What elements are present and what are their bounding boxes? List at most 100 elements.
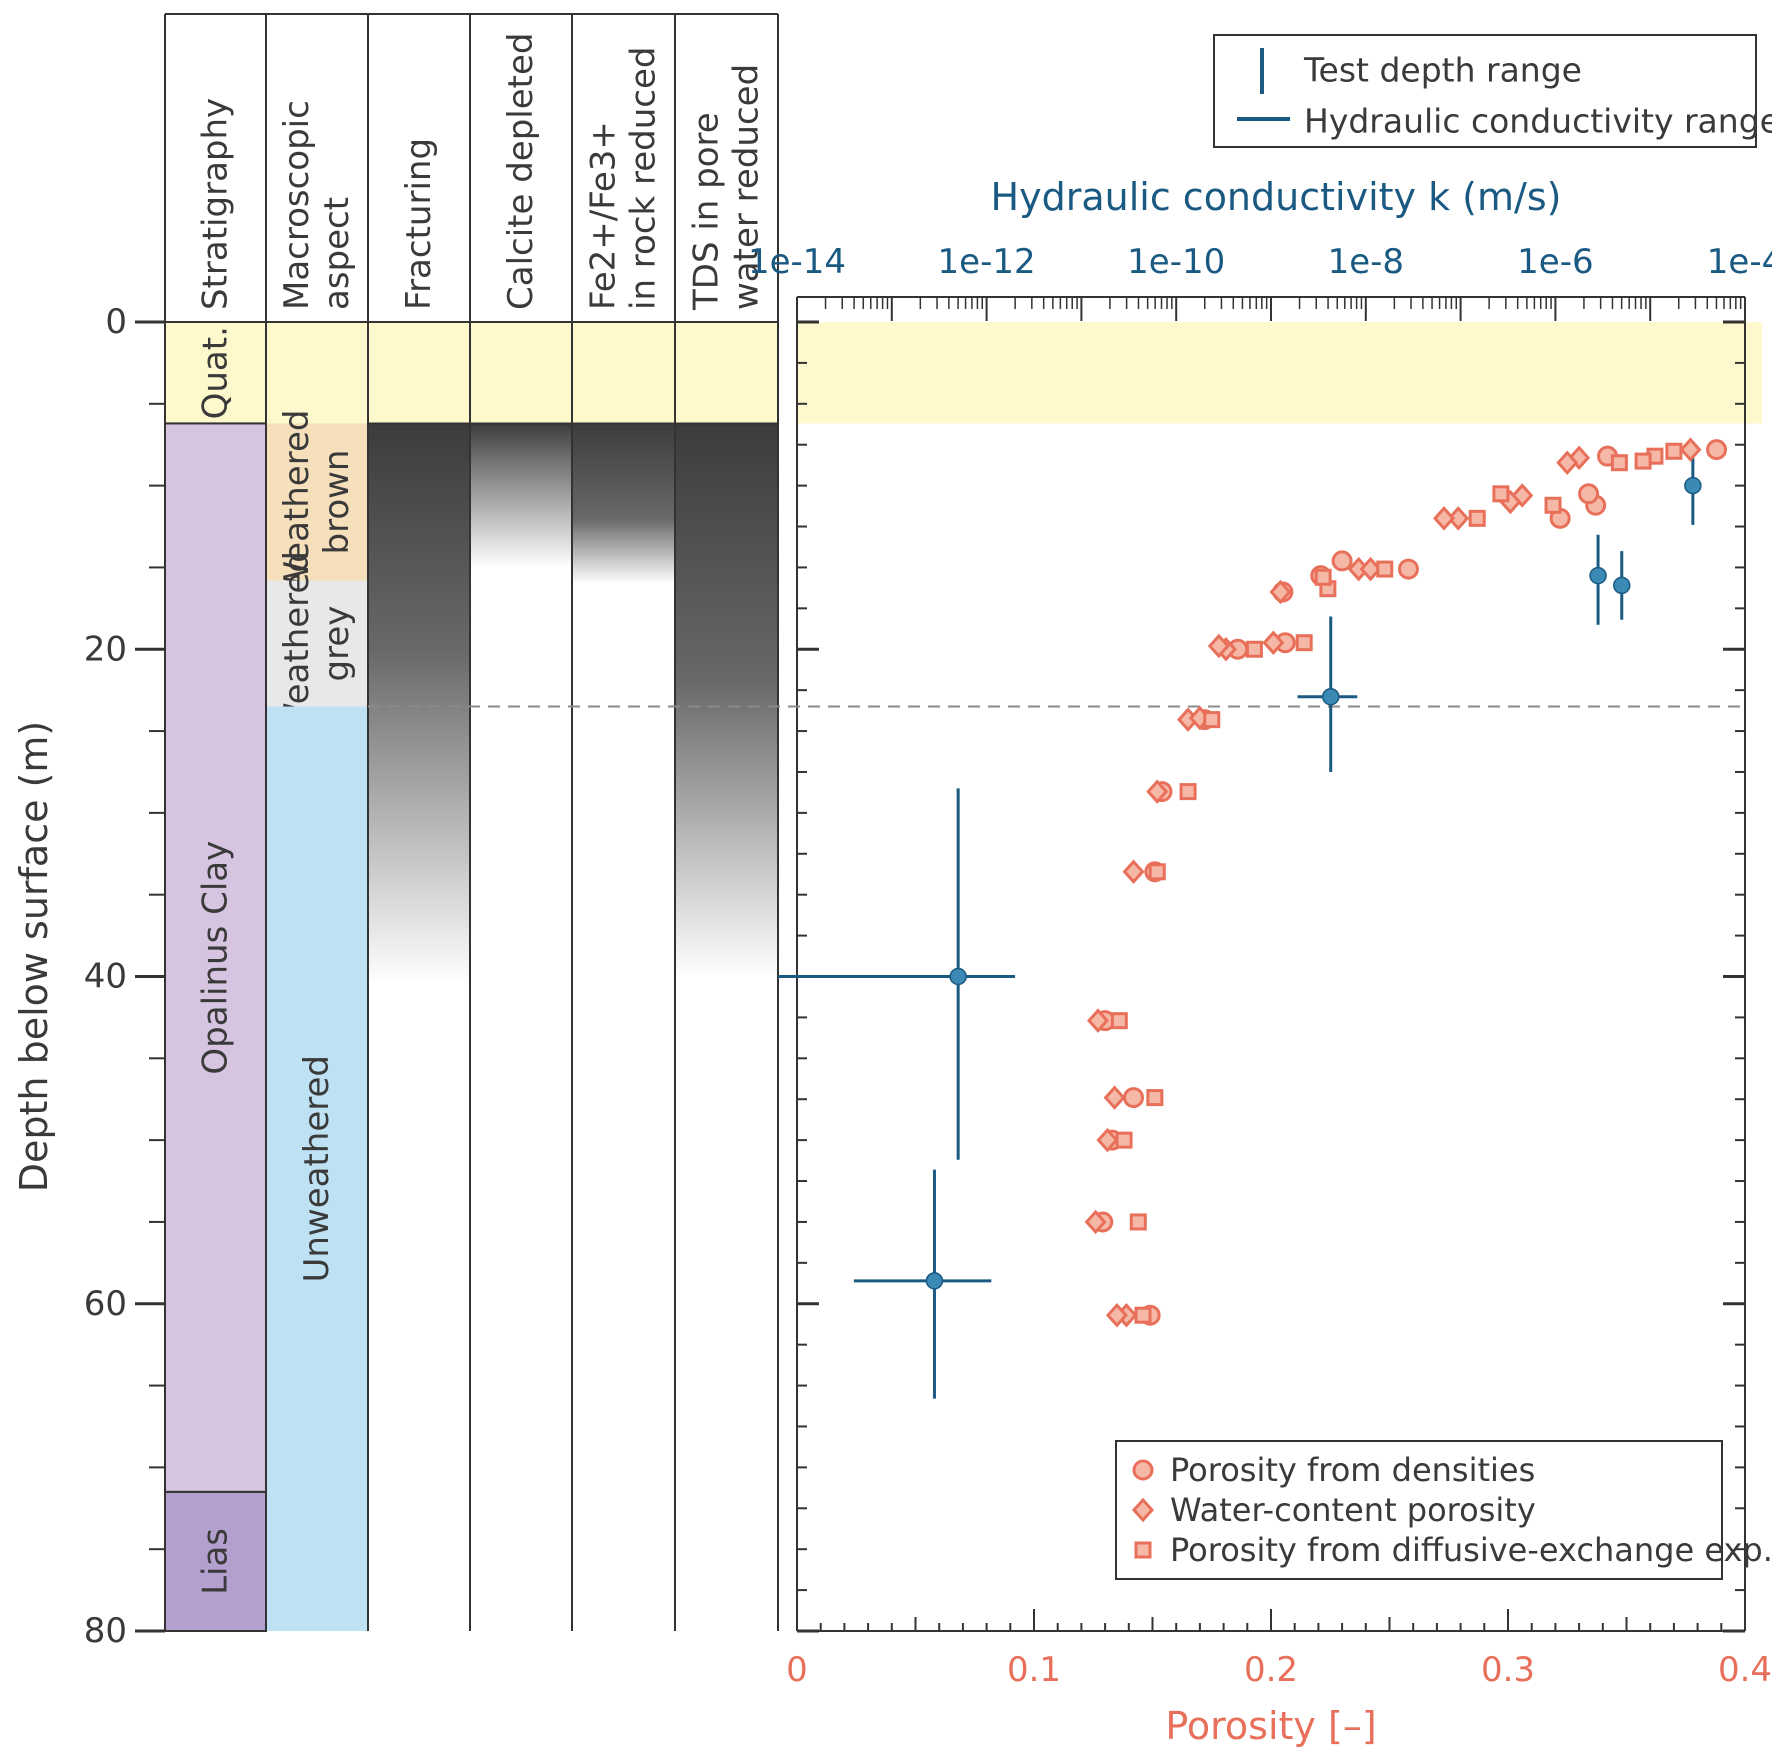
porosity-point-diamond (1122, 859, 1145, 885)
phi-tick-label: 0.4 (1718, 1650, 1772, 1690)
k-point (1684, 476, 1702, 495)
column-panel: Quat. Opalinus Clay Lias Weathered brownWeat… (12, 13, 779, 1651)
porosity-point-square (1314, 568, 1332, 586)
stratigraphy-unit (164, 1490, 267, 1632)
porosity-point-square (1492, 485, 1510, 503)
legend-panel: Test depth range Hydraulic conductivity r… (1115, 34, 1772, 1580)
stratigraphy-unit (164, 321, 267, 425)
column-header: Macroscopic (277, 100, 317, 310)
porosity-point-square (1134, 1306, 1152, 1324)
k-tick-label: 1e-14 (748, 242, 846, 282)
macroscopic-label-line: brown (317, 449, 357, 554)
macroscopic-unit (266, 322, 368, 424)
legend-bottom-label: Water-content porosity (1170, 1491, 1536, 1529)
k-point (949, 967, 967, 986)
porosity-point-square (1634, 452, 1652, 470)
depth-tick-label: 40 (84, 957, 127, 997)
porosity-point-diamond (1084, 1209, 1107, 1235)
column-header: in rock reduced (624, 47, 664, 311)
k-point (1613, 576, 1631, 595)
porosity-point-diamond (1105, 1302, 1128, 1328)
porosity-point-square (1610, 454, 1628, 472)
macroscopic-unit (266, 706, 368, 1631)
porosity-point-diamond (1447, 506, 1470, 531)
porosity-point-diamond (1262, 630, 1285, 655)
porosity-point-square (1115, 1131, 1133, 1149)
gradient-calcite (470, 423, 572, 568)
stratigraphy-label: Quat. (196, 326, 236, 419)
phi-tick-label: 0.1 (1007, 1650, 1061, 1690)
phi-tick-label: 0.3 (1481, 1650, 1535, 1690)
porosity-point-circle (1706, 439, 1728, 461)
k-point (1589, 566, 1607, 585)
plot-panel: 1e-14 1e-12 1e-10 1e-8 1e-6 1e-4 Hydraulic con… (368, 175, 1772, 1748)
phi-tick-label: 0 (786, 1650, 808, 1690)
porosity-point-square (1203, 711, 1221, 729)
legend-marker-square (1134, 1541, 1152, 1559)
gradient-fe (572, 423, 675, 584)
porosity-point-square (1110, 1012, 1128, 1030)
legend-bottom-label: Porosity from densities (1170, 1451, 1535, 1489)
macroscopic-label: Weathered grey (277, 551, 357, 736)
macroscopic-label-line: grey (317, 606, 357, 682)
gradient-fracturing (368, 423, 470, 985)
legend-marker-diamond (1131, 1497, 1155, 1523)
porosity-point-square (1148, 863, 1166, 881)
porosity-point-square (1295, 634, 1313, 652)
y-axis-title: Depth below surface (m) (12, 721, 56, 1192)
porosity-point-circle (1331, 550, 1353, 572)
porosity-point-diamond (1511, 483, 1534, 508)
legend-top-box (1213, 34, 1757, 148)
k-tick-label: 1e-4 (1707, 242, 1772, 282)
column-header: aspect (317, 197, 357, 310)
depth-tick-label: 80 (84, 1611, 127, 1651)
porosity-point-square (1179, 783, 1197, 801)
k-tick-label: 1e-10 (1127, 242, 1225, 282)
legend-bottom-box (1115, 1440, 1723, 1580)
porosity-point-square (1129, 1213, 1147, 1231)
depth-tick-label: 0 (105, 302, 127, 342)
stratigraphy-label: Lias (196, 1528, 236, 1595)
porosity-point-diamond (1096, 1127, 1119, 1153)
porosity-point-square (1376, 560, 1394, 578)
porosity-point-diamond (1568, 445, 1591, 471)
column-header: TDS in pore (687, 112, 727, 311)
k-tick-label: 1e-8 (1328, 242, 1404, 282)
stratigraphy-label: Opalinus Clay (196, 841, 236, 1075)
porosity-point-square (1245, 640, 1263, 658)
porosity-point-diamond (1679, 437, 1702, 462)
macroscopic-label-line: Weathered (277, 410, 317, 595)
porosity-point-diamond (1103, 1085, 1126, 1110)
legend-marker-circle (1132, 1459, 1154, 1481)
depth-tick-label: 60 (84, 1284, 127, 1324)
porosity-point-diamond (1556, 450, 1579, 475)
porosity-point-diamond (1086, 1008, 1110, 1033)
phi-tick-label: 0.2 (1244, 1650, 1298, 1690)
macroscopic-label: Weathered brown (277, 410, 357, 595)
macroscopic-label-line: Unweathered (297, 1055, 337, 1283)
porosity-point-square (1146, 1089, 1164, 1107)
porosity-point-square (1544, 496, 1562, 514)
k-point (925, 1272, 944, 1290)
gradient-tds (675, 423, 778, 977)
macroscopic-label-line: Weathered (277, 551, 317, 736)
macroscopic-unit (266, 580, 368, 707)
k-tick-label: 1e-12 (938, 242, 1036, 282)
porosity-point-circle (1578, 483, 1600, 505)
column-header: Stratigraphy (196, 98, 236, 310)
column-header: water reduced (727, 64, 767, 310)
k-point (1321, 687, 1340, 706)
porosity-point-diamond (1146, 779, 1169, 804)
porosity-point-diamond (1269, 579, 1292, 605)
quaternary-band-plot (797, 322, 1762, 424)
legend-top-label: Hydraulic conductivity range (1304, 102, 1772, 141)
k-axis-title: Hydraulic conductivity k (m/s) (991, 175, 1562, 219)
column-header: Fracturing (399, 138, 439, 310)
macroscopic-unit (266, 423, 368, 581)
column-header: Calcite depleted (501, 33, 541, 311)
k-tick-label: 1e-6 (1517, 242, 1593, 282)
porosity-point-diamond (1432, 506, 1456, 531)
depth-tick-label: 20 (84, 629, 127, 669)
macroscopic-label: Unweathered (297, 1055, 337, 1283)
